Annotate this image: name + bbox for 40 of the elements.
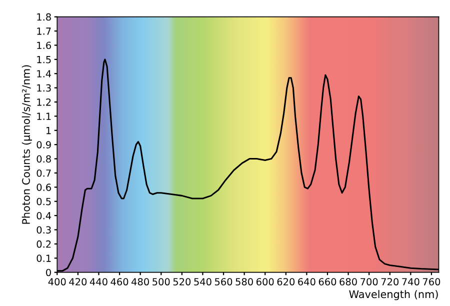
x-tick-label: 700 [360,278,378,286]
x-axis-title: Wavelength (nm) [349,290,438,300]
y-tick-label: 1.6 [37,42,51,50]
x-tick-label: 560 [214,278,232,286]
y-tick-label: 0.6 [36,184,51,191]
x-tick-label: 580 [236,278,253,286]
x-tick-label: 660 [318,278,336,286]
x-tick-label: 740 [402,278,420,286]
x-tick-label: 620 [277,278,295,286]
y-tick-label: 1 [46,126,51,134]
y-tick-label: 1.2 [37,98,51,106]
y-tick-label: 1.7 [37,28,51,35]
x-tick-label: 680 [340,278,357,286]
y-tick-label: 1.1 [37,112,51,120]
y-tick-label: 0.4 [36,212,52,220]
y-tick-label: 0.2 [36,240,51,248]
y-tick-label: 0.7 [36,169,51,177]
y-tick-label: 0.5 [36,198,51,206]
x-tick-label: 420 [69,278,87,286]
x-tick-label: 640 [298,278,316,286]
x-tick-label: 480 [132,278,149,286]
y-tick-label: 1.3 [37,84,51,92]
x-tick-label: 760 [422,278,440,286]
x-tick-label: 520 [173,278,191,286]
y-tick-label: 0.9 [36,141,51,148]
x-tick-label: 400 [48,278,66,286]
y-tick-label: 0.8 [36,155,51,163]
x-tick-label: 500 [152,278,170,286]
x-tick-label: 540 [194,278,212,286]
y-tick-label: 0 [46,268,51,276]
x-tick-label: 440 [90,278,108,286]
x-tick-label: 720 [381,278,399,286]
y-tick-label: 1.5 [37,56,51,64]
y-tick-label: 1.8 [37,13,51,21]
x-tick-label: 460 [110,278,128,286]
x-tick-label: 600 [256,278,274,286]
y-axis-title: Photon Counts (µmol/s/m²/nm) [22,65,32,224]
y-tick-label: 0.3 [36,226,51,234]
y-tick-label: 0.1 [36,254,51,262]
y-tick-label: 1.4 [37,70,52,78]
